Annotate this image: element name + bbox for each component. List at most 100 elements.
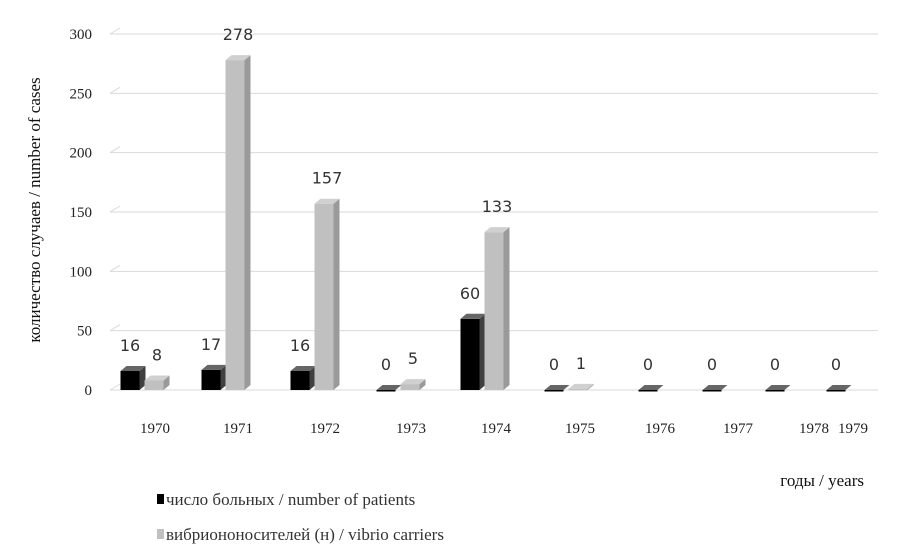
bar-patients-1975 <box>544 385 570 392</box>
bar-patients-1973 <box>376 385 402 392</box>
data-label: 0 <box>770 355 780 374</box>
bar-patients-1974 <box>460 313 486 390</box>
bar-side <box>309 366 316 390</box>
bar-top <box>376 385 402 390</box>
bar-top <box>201 364 227 370</box>
bar-front <box>290 371 310 390</box>
bar-carriers-1973 <box>400 379 426 390</box>
gridline-depth <box>109 324 121 332</box>
bar-top <box>544 385 570 390</box>
bar-top <box>290 366 316 372</box>
y-axis-ticks: 0 50 100 150 200 250 300 <box>70 27 93 399</box>
x-tick-label: 1972 <box>310 421 340 437</box>
bar-side <box>244 55 251 391</box>
bar-top <box>702 385 728 390</box>
data-label: 0 <box>643 355 653 374</box>
bar-carriers-1972 <box>314 198 340 390</box>
bar-front <box>826 390 846 392</box>
bar-top <box>765 385 791 390</box>
y-tick-label: 250 <box>70 86 93 102</box>
bar-side <box>333 198 340 390</box>
y-tick-label: 50 <box>77 324 92 340</box>
x-tick-label: 1975 <box>565 421 595 437</box>
data-label: 133 <box>482 197 513 216</box>
bar-top <box>120 366 146 372</box>
bar-top <box>638 385 664 390</box>
legend-label-patients: число больных / number of patients <box>166 490 415 509</box>
bar-patients-1979 <box>826 385 852 392</box>
data-label: 16 <box>290 336 310 355</box>
data-label: 278 <box>223 25 254 44</box>
bar-top <box>144 375 170 381</box>
data-label: 16 <box>120 336 140 355</box>
bar-patients-1970 <box>120 366 146 390</box>
bar-front <box>568 388 588 391</box>
data-label: 0 <box>549 355 559 374</box>
legend: число больных / number of patients вибри… <box>157 490 444 544</box>
bar-top <box>314 198 340 204</box>
bar-carriers-1975 <box>568 383 594 391</box>
bar-top <box>568 383 594 389</box>
data-label: 0 <box>831 355 841 374</box>
bar-patients-1972 <box>290 366 316 390</box>
bar-front <box>702 390 722 392</box>
data-label: 17 <box>201 335 221 354</box>
x-tick-label: 1976 <box>645 421 676 437</box>
bar-front <box>225 60 245 391</box>
x-axis-ticks: 1970 1971 1972 1973 1974 1975 1976 1977 1978 1979 <box>140 421 868 437</box>
bar-side <box>419 379 426 390</box>
x-tick-label: 1978 <box>799 421 829 437</box>
x-tick-label: 1970 <box>140 421 170 437</box>
y-tick-label: 200 <box>70 146 93 162</box>
data-label: 1 <box>576 354 586 373</box>
bar-side <box>163 375 170 390</box>
bar-top <box>826 385 852 390</box>
gridline-depth <box>109 27 121 35</box>
bar-side <box>479 313 486 390</box>
y-tick-label: 100 <box>70 264 93 280</box>
x-tick-label: 1979 <box>838 421 868 437</box>
gridline-depth <box>109 383 121 391</box>
y-axis-title: количество случаев / number of cases <box>25 77 44 342</box>
legend-swatch-carriers <box>157 529 164 539</box>
data-label: 0 <box>381 355 391 374</box>
bar-side <box>503 227 510 390</box>
bar-carriers-1974 <box>484 227 510 390</box>
bar-patients-1971 <box>201 364 227 390</box>
bar-front <box>484 232 504 390</box>
gridline-depth <box>109 86 121 94</box>
bar-front <box>314 203 334 390</box>
gridline-depth <box>109 205 121 213</box>
bar-front <box>460 318 480 390</box>
bar-front <box>144 380 164 390</box>
bar-side <box>139 366 146 390</box>
data-label: 60 <box>460 284 480 303</box>
data-label: 8 <box>152 346 162 365</box>
bar-patients-1976 <box>638 385 664 392</box>
legend-label-carriers: вибриононосителей (н) / vibrio carriers <box>166 525 444 544</box>
bar-front <box>544 390 564 392</box>
x-tick-label: 1977 <box>723 421 754 437</box>
bar-side <box>587 383 594 390</box>
x-tick-label: 1971 <box>223 421 253 437</box>
bar-front <box>765 390 785 392</box>
bar-front <box>120 371 140 390</box>
bar-top <box>225 55 251 61</box>
bar-side <box>220 364 227 390</box>
bar-patients-1977 <box>702 385 728 392</box>
x-tick-label: 1973 <box>396 421 426 437</box>
y-tick-label: 0 <box>85 383 93 399</box>
y-tick-label: 150 <box>70 205 93 221</box>
x-axis-title: годы / years <box>780 471 864 490</box>
bar-carriers-1970 <box>144 375 170 390</box>
y-tick-label: 300 <box>70 27 93 43</box>
bar-patients-1978 <box>765 385 791 392</box>
data-label: 157 <box>312 169 343 188</box>
gridline-depth <box>109 146 121 154</box>
data-label: 0 <box>707 355 717 374</box>
bar-carriers-1971 <box>225 55 251 391</box>
bar-top <box>484 227 510 233</box>
bar-front <box>400 384 420 390</box>
